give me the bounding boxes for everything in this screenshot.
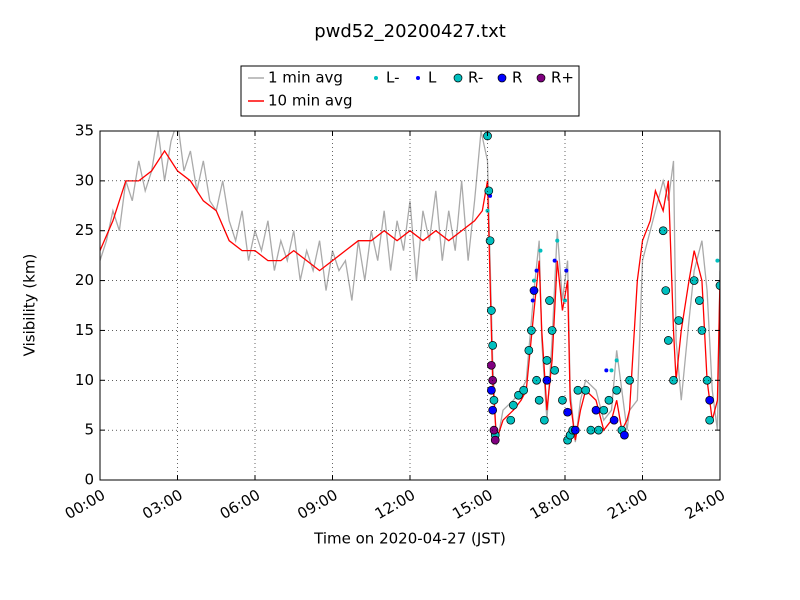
scatter-point (594, 425, 603, 435)
legend-swatch (374, 76, 378, 80)
line-series (100, 149, 720, 441)
legend-label: R (512, 69, 522, 87)
y-tick-label: 10 (75, 371, 94, 389)
scatter-point (538, 248, 543, 253)
scatter-point (658, 226, 668, 236)
scatter-point (506, 415, 516, 425)
scatter-point (532, 278, 536, 283)
scatter-point (715, 258, 720, 263)
legend-label: 10 min avg (268, 92, 353, 110)
scatter-point (530, 298, 535, 303)
y-tick-label: 0 (84, 471, 94, 489)
scatter-point (487, 306, 496, 315)
line-series (100, 131, 720, 446)
scatter-point (612, 385, 622, 395)
plot-area (100, 131, 720, 446)
legend-label: R+ (551, 69, 574, 87)
scatter-point (705, 415, 715, 425)
scatter-point (552, 258, 557, 263)
scatter-point (604, 395, 614, 405)
scatter-point (488, 405, 498, 415)
y-tick-label: 35 (75, 122, 94, 140)
scatter-point (539, 415, 549, 425)
y-tick-label: 15 (75, 321, 94, 339)
y-tick-label: 5 (84, 421, 94, 439)
scatter-point (485, 236, 495, 246)
scatter-point (625, 375, 634, 385)
scatter-point (558, 395, 567, 405)
y-axis-label: Visibility (km) (21, 254, 39, 357)
scatter-point (524, 346, 534, 355)
scatter-point (581, 385, 591, 395)
scatter-point (663, 336, 673, 345)
legend-box (240, 65, 580, 117)
legend-label: L- (386, 69, 400, 87)
scatter-point (694, 296, 704, 305)
scatter-point (542, 355, 552, 365)
scatter-point (534, 395, 544, 405)
scatter-point (490, 435, 500, 445)
scatter-point (705, 395, 715, 405)
scatter-point (489, 395, 499, 405)
scatter-point (550, 365, 560, 375)
scatter-point (555, 238, 560, 243)
x-axis-label: Time on 2020-04-27 (JST) (313, 530, 506, 548)
legend-swatch (497, 73, 507, 83)
scatter-point (542, 375, 552, 385)
scatter-point (573, 385, 583, 395)
scatter-point (689, 276, 699, 285)
scatter-point (489, 425, 499, 435)
scatter-point (697, 326, 707, 335)
legend-swatch (416, 76, 420, 80)
scatter-point (485, 208, 490, 213)
scatter-point (488, 341, 498, 350)
scatter-point (545, 296, 554, 305)
scatter-point (604, 368, 609, 373)
scatter-point (674, 316, 684, 325)
scatter-point (514, 390, 523, 400)
scatter-point (609, 415, 619, 425)
legend-swatch (453, 73, 463, 83)
legend-label: R- (468, 69, 483, 87)
scatter-point (487, 385, 496, 395)
scatter-point (534, 268, 539, 273)
scatter-point (599, 405, 609, 415)
scatter-point (702, 375, 712, 385)
y-tick-label: 30 (75, 171, 94, 189)
y-tick-label: 20 (75, 271, 94, 289)
scatter-point (529, 286, 539, 295)
scatter-point (620, 430, 629, 440)
scatter-point (570, 425, 580, 435)
scatter-point (487, 360, 496, 370)
scatter-point (591, 405, 601, 415)
scatter-point (563, 298, 567, 303)
y-tick-label: 25 (75, 221, 94, 239)
legend-label: L (428, 69, 437, 87)
legend-label: 1 min avg (268, 69, 343, 87)
scatter-point (519, 385, 529, 395)
scatter-point (609, 368, 614, 373)
scatter-point (614, 358, 619, 363)
scatter-point (661, 286, 671, 295)
scatter-point (508, 400, 518, 410)
scatter-point (715, 281, 720, 290)
scatter-point (484, 186, 494, 196)
scatter-point (563, 407, 572, 417)
chart-title: pwd52_20200427.txt (314, 21, 506, 42)
legend-swatch (536, 73, 546, 83)
scatter-point (527, 326, 536, 335)
scatter-point (669, 375, 678, 385)
